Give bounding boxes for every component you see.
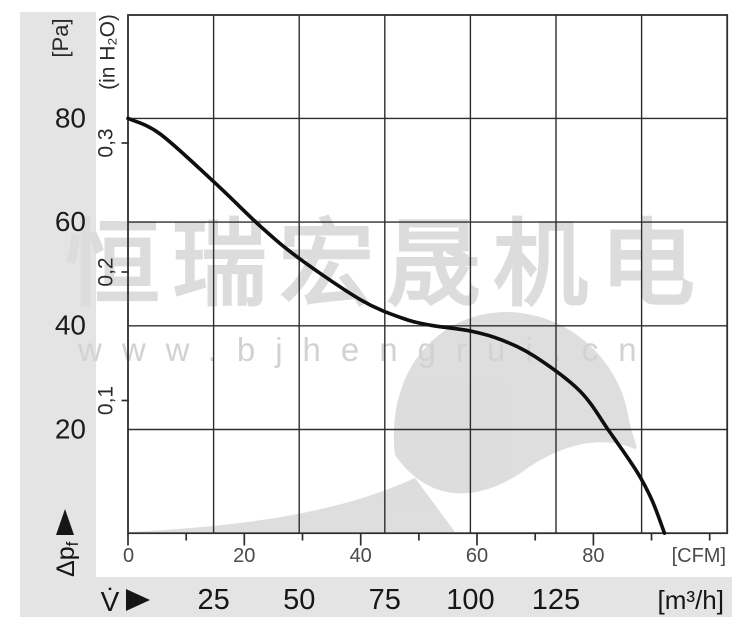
- y-axis-label-dp: Δpf: [52, 541, 82, 577]
- y-axis-unit-inh2o: (in H₂O): [97, 14, 120, 90]
- x-tick-cfm-40: 40: [350, 545, 372, 567]
- x-tick-m3h-75: 75: [369, 584, 401, 616]
- x-axis-label-flow: V̇: [101, 586, 120, 617]
- x-tick-m3h-125: 125: [532, 584, 580, 616]
- y-tick-pa-80: 80: [55, 103, 86, 134]
- watermark-cjk-text: 恒瑞宏晟机电: [65, 212, 707, 318]
- flow-axis-arrow-icon: [126, 589, 150, 611]
- pressure-flow-curve: [126, 116, 667, 535]
- x-tick-cfm-20: 20: [233, 545, 255, 567]
- y-tick-pa-60: 60: [55, 206, 86, 237]
- x-tick-cfm-60: 60: [466, 545, 488, 567]
- axis-ticks: [121, 142, 711, 546]
- watermark-swoosh: [130, 311, 637, 532]
- x-tick-cfm-0: 0: [123, 545, 134, 567]
- x-axis-unit-m3h: [m³/h]: [658, 585, 724, 615]
- grid-lines: [127, 14, 729, 535]
- x-axis-unit-cfm: [CFM]: [672, 545, 726, 567]
- dp-symbol: Δp: [52, 546, 80, 577]
- y-tick-pa-40: 40: [55, 310, 86, 341]
- x-tick-cfm-80: 80: [582, 545, 604, 567]
- x-tick-m3h-50: 50: [283, 584, 315, 616]
- y-tick-pa-20: 20: [55, 414, 86, 445]
- y-tick-inh2o-01: 0,1: [95, 386, 118, 415]
- x-tick-m3h-100: 100: [446, 584, 494, 616]
- watermark-url-text: www.bjhengrui.cn: [77, 331, 657, 368]
- left-label-band: [20, 12, 96, 617]
- x-tick-m3h-25: 25: [197, 584, 229, 616]
- y-axis-unit-pa: [Pa]: [48, 18, 73, 57]
- pressure-axis-arrow-icon: [56, 509, 74, 535]
- dp-subscript: f: [63, 541, 82, 546]
- y-tick-inh2o-03: 0,3: [95, 128, 118, 157]
- plot-border: [127, 14, 729, 535]
- y-tick-inh2o-02: 0,2: [95, 257, 118, 286]
